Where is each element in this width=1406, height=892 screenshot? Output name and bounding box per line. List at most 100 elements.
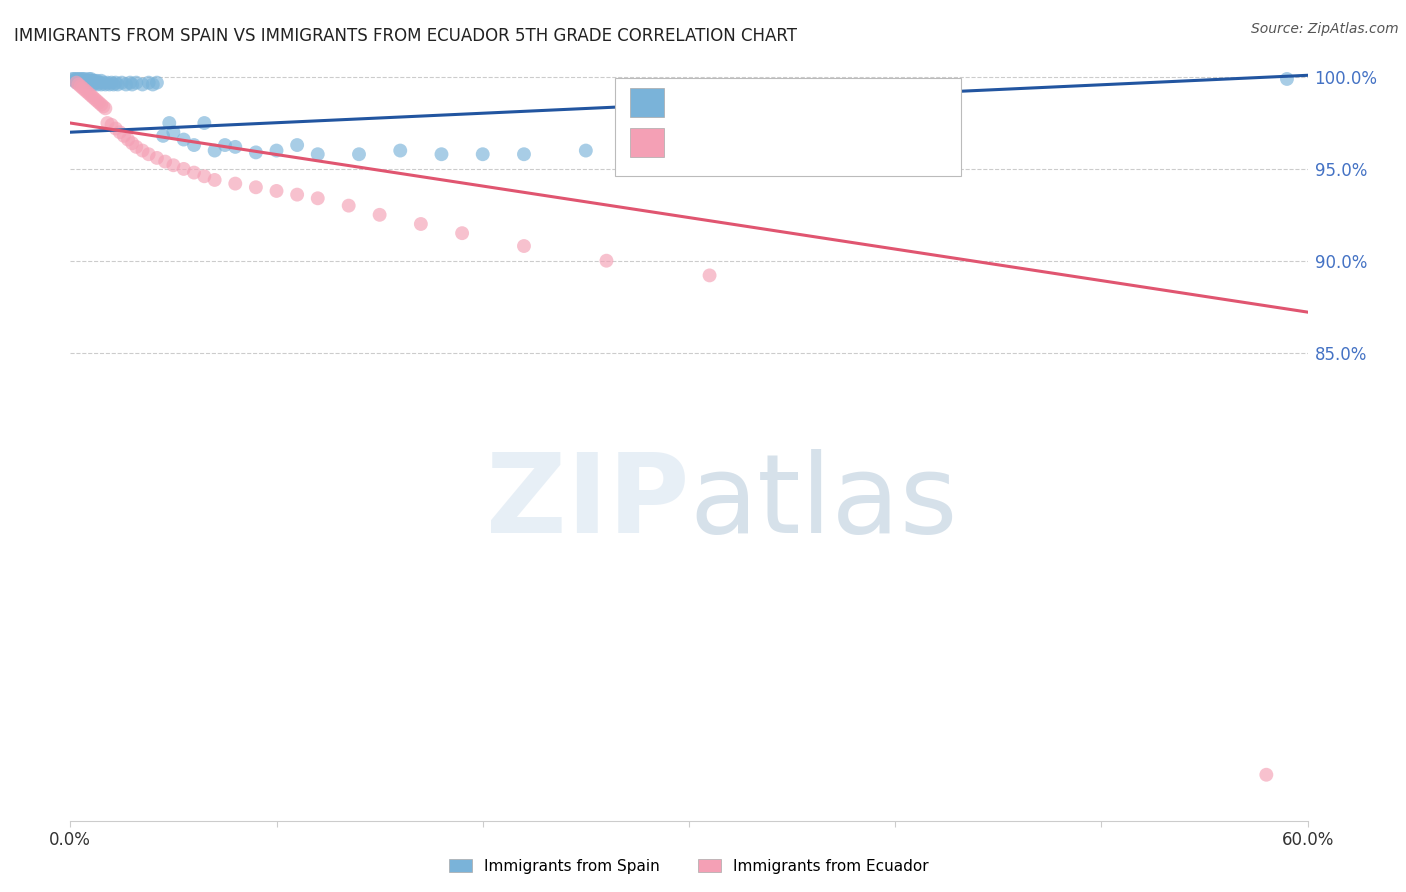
Point	[115, 78, 138, 92]
Point	[368, 208, 391, 222]
Point	[131, 78, 153, 92]
Point	[152, 128, 174, 143]
Point	[204, 173, 226, 187]
Text: R =  0.357: R = 0.357	[673, 94, 783, 112]
Bar	[630, 88, 664, 117]
Point	[224, 140, 246, 154]
Point	[146, 151, 169, 165]
Point	[183, 138, 205, 153]
Point	[285, 187, 308, 202]
Point	[77, 87, 100, 101]
Point	[204, 144, 226, 158]
Point	[91, 99, 114, 113]
Point	[162, 158, 184, 172]
Point	[73, 76, 96, 90]
Text: N = 72: N = 72	[817, 94, 882, 112]
Point	[63, 74, 86, 88]
Point	[108, 125, 131, 139]
Point	[173, 132, 195, 146]
Point	[91, 76, 114, 90]
Point	[162, 125, 184, 139]
Point	[1275, 72, 1298, 87]
Point	[595, 253, 617, 268]
Point	[131, 144, 153, 158]
Point	[94, 78, 117, 92]
Point	[84, 74, 107, 88]
Point	[193, 169, 215, 184]
Point	[76, 76, 98, 90]
Point	[285, 138, 308, 153]
Point	[117, 132, 139, 146]
Point	[146, 76, 169, 90]
Point	[96, 116, 118, 130]
Point	[307, 191, 329, 205]
Point	[678, 144, 700, 158]
Point	[89, 76, 111, 90]
Point	[513, 147, 536, 161]
Point	[76, 74, 98, 88]
Point	[86, 74, 108, 88]
Point	[112, 128, 135, 143]
Point	[90, 97, 112, 112]
FancyBboxPatch shape	[614, 78, 962, 177]
Point	[94, 101, 117, 115]
Point	[1256, 768, 1278, 782]
Point	[471, 147, 494, 161]
Point	[67, 78, 90, 92]
Point	[111, 76, 134, 90]
Text: N = 47: N = 47	[817, 134, 882, 152]
Point	[637, 147, 659, 161]
Point	[90, 78, 112, 92]
Point	[65, 76, 87, 90]
Point	[77, 72, 100, 87]
Point	[98, 78, 121, 92]
Point	[72, 74, 94, 88]
Point	[245, 180, 267, 194]
Point	[60, 72, 83, 87]
Point	[90, 74, 112, 88]
Point	[513, 239, 536, 253]
Point	[173, 161, 195, 176]
Point	[67, 72, 90, 87]
Point	[307, 147, 329, 161]
Point	[214, 138, 236, 153]
Point	[266, 184, 288, 198]
Point	[224, 177, 246, 191]
Point	[80, 76, 103, 90]
Point	[69, 72, 91, 87]
Point	[347, 147, 370, 161]
Text: Source: ZipAtlas.com: Source: ZipAtlas.com	[1251, 22, 1399, 37]
Point	[153, 154, 176, 169]
Point	[77, 76, 100, 90]
Point	[245, 145, 267, 160]
Point	[389, 144, 412, 158]
Point	[67, 74, 90, 88]
Point	[409, 217, 432, 231]
Text: IMMIGRANTS FROM SPAIN VS IMMIGRANTS FROM ECUADOR 5TH GRADE CORRELATION CHART: IMMIGRANTS FROM SPAIN VS IMMIGRANTS FROM…	[14, 27, 797, 45]
Point	[69, 76, 91, 90]
Point	[699, 268, 721, 283]
Point	[138, 147, 160, 161]
Point	[142, 78, 165, 92]
Point	[337, 199, 360, 213]
Point	[82, 74, 104, 88]
Point	[84, 76, 107, 90]
Text: atlas: atlas	[689, 449, 957, 556]
Point	[107, 78, 129, 92]
Point	[157, 116, 180, 130]
Point	[69, 74, 91, 88]
Point	[193, 116, 215, 130]
Point	[72, 81, 94, 95]
Point	[65, 72, 87, 87]
Point	[104, 76, 127, 90]
Point	[183, 165, 205, 179]
Point	[76, 85, 98, 99]
Point	[842, 144, 865, 158]
Point	[100, 76, 122, 90]
Point	[69, 79, 91, 94]
Point	[96, 76, 118, 90]
Point	[430, 147, 453, 161]
Point	[82, 90, 104, 104]
Point	[266, 144, 288, 158]
Point	[80, 72, 103, 87]
